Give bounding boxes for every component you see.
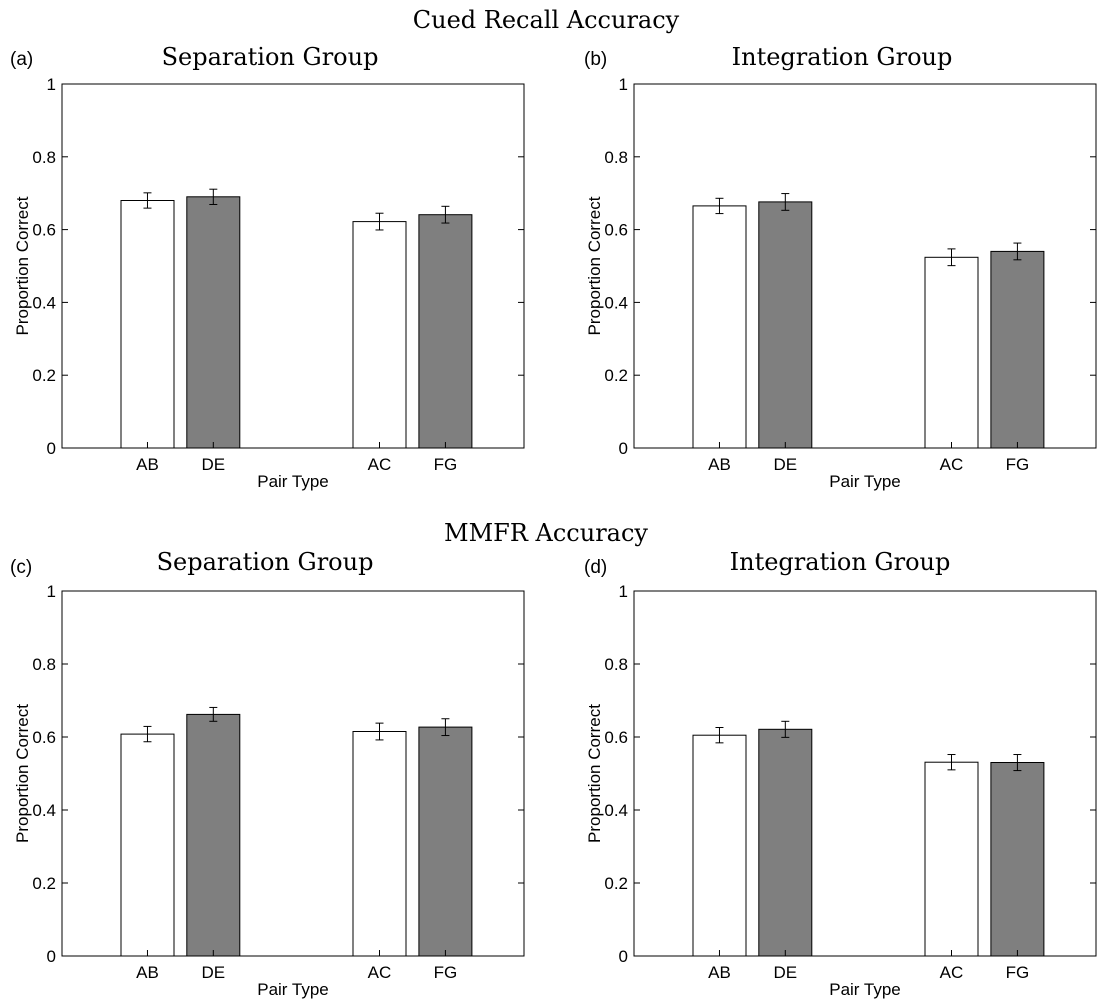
chart-title: Integration Group: [730, 548, 951, 576]
x-tick-label: DE: [773, 455, 797, 474]
x-tick-label: AC: [368, 455, 392, 474]
chart-panel-2: (b) Integration Group 0 0.2 0.4 0.6 0.8 1 AB DE AC…: [584, 43, 1097, 491]
y-tick-label: 0.2: [604, 874, 628, 893]
bar-ac: [352, 221, 407, 449]
plot-area: [61, 83, 525, 449]
chart-panel-3: (c) Separation Group 0 0.2 0.4 0.6 0.8 1 AB DE AC F…: [10, 548, 525, 999]
y-tick-label: 0: [619, 947, 628, 966]
panel-label: (a): [10, 49, 33, 70]
y-tick-label: 1: [619, 582, 628, 601]
chart-title: Separation Group: [157, 548, 374, 576]
error-bar-fg: [1013, 754, 1022, 772]
bar-de: [186, 713, 241, 957]
error-bar-de: [781, 720, 790, 738]
error-bar-de: [781, 193, 790, 211]
bar-ab: [120, 733, 175, 957]
x-tick-label: AC: [940, 455, 964, 474]
x-tick-label: DE: [201, 963, 225, 982]
y-tick-label: 0.4: [32, 293, 56, 312]
y-tick-label: 0.4: [604, 293, 628, 312]
bar-fg: [418, 214, 473, 449]
chart-title: Integration Group: [732, 43, 953, 71]
error-bar-ab: [715, 197, 724, 215]
error-bar-ab: [715, 727, 724, 744]
y-axis-label: Proportion Correct: [13, 704, 32, 843]
x-tick-label: DE: [773, 963, 797, 982]
error-bar-fg: [441, 205, 450, 224]
error-bar-ac: [947, 754, 956, 771]
section-title-mmfr: MMFR Accuracy: [444, 519, 648, 547]
plot-area: [633, 590, 1097, 957]
y-tick-label: 0.8: [32, 148, 56, 167]
y-tick-label: 0.2: [604, 366, 628, 385]
error-bar-ab: [143, 725, 152, 743]
x-tick-label: AB: [136, 963, 159, 982]
y-tick-label: 0.8: [604, 148, 628, 167]
panel-label: (c): [10, 557, 32, 578]
x-tick-label: AB: [708, 455, 731, 474]
x-tick-label: AC: [940, 963, 964, 982]
bar-fg: [990, 250, 1045, 449]
plot-area: [633, 83, 1097, 449]
y-axis-label: Proportion Correct: [585, 196, 604, 335]
panel-label: (b): [584, 49, 607, 70]
y-tick-label: 0.6: [604, 221, 628, 240]
x-axis-label: Pair Type: [829, 472, 901, 491]
x-tick-label: AB: [708, 963, 731, 982]
error-bar-ac: [947, 248, 956, 267]
x-tick-label: DE: [201, 455, 225, 474]
y-tick-label: 0.4: [604, 801, 628, 820]
y-tick-label: 0.6: [604, 728, 628, 747]
x-axis-label: Pair Type: [257, 472, 329, 491]
bar-de: [758, 728, 813, 957]
error-bar-fg: [441, 718, 450, 737]
x-tick-label: FG: [434, 963, 458, 982]
x-tick-label: FG: [1006, 963, 1030, 982]
section-title-cued-recall: Cued Recall Accuracy: [413, 6, 680, 34]
bar-ab: [120, 200, 175, 449]
y-tick-label: 1: [47, 582, 56, 601]
y-tick-label: 1: [47, 75, 56, 94]
bar-ac: [924, 256, 979, 449]
x-tick-label: AC: [368, 963, 392, 982]
bar-de: [186, 196, 241, 449]
x-tick-label: FG: [1006, 455, 1030, 474]
x-tick-label: FG: [434, 455, 458, 474]
error-bar-ac: [375, 722, 384, 741]
x-axis-label: Pair Type: [257, 980, 329, 999]
x-axis-label: Pair Type: [829, 980, 901, 999]
error-bar-ab: [143, 192, 152, 209]
error-bar-de: [209, 188, 218, 205]
y-tick-label: 0.6: [32, 221, 56, 240]
y-axis-label: Proportion Correct: [585, 704, 604, 843]
y-tick-label: 0: [619, 439, 628, 458]
bar-ab: [692, 205, 747, 449]
bar-fg: [990, 762, 1045, 957]
bar-ac: [352, 731, 407, 957]
y-tick-label: 0: [47, 439, 56, 458]
y-tick-label: 1: [619, 75, 628, 94]
bar-de: [758, 201, 813, 449]
plot-area: [61, 590, 525, 957]
bar-ac: [924, 761, 979, 957]
y-tick-label: 0.8: [604, 655, 628, 674]
chart-title: Separation Group: [162, 43, 379, 71]
panel-label: (d): [584, 557, 607, 578]
bar-ab: [692, 734, 747, 957]
error-bar-de: [209, 706, 218, 722]
y-tick-label: 0.2: [32, 874, 56, 893]
y-tick-label: 0: [47, 947, 56, 966]
error-bar-fg: [1013, 242, 1022, 261]
chart-panel-1: (a) Separation Group 0 0.2 0.4 0.6 0.8 1 AB DE AC F…: [10, 43, 525, 491]
x-tick-label: AB: [136, 455, 159, 474]
y-tick-label: 0.8: [32, 655, 56, 674]
bar-fg: [418, 726, 473, 957]
chart-panel-4: (d) Integration Group 0 0.2 0.4 0.6 0.8 1 AB DE AC…: [584, 548, 1097, 999]
y-tick-label: 0.4: [32, 801, 56, 820]
y-tick-label: 0.6: [32, 728, 56, 747]
y-tick-label: 0.2: [32, 366, 56, 385]
error-bar-ac: [375, 212, 384, 231]
y-axis-label: Proportion Correct: [13, 196, 32, 335]
